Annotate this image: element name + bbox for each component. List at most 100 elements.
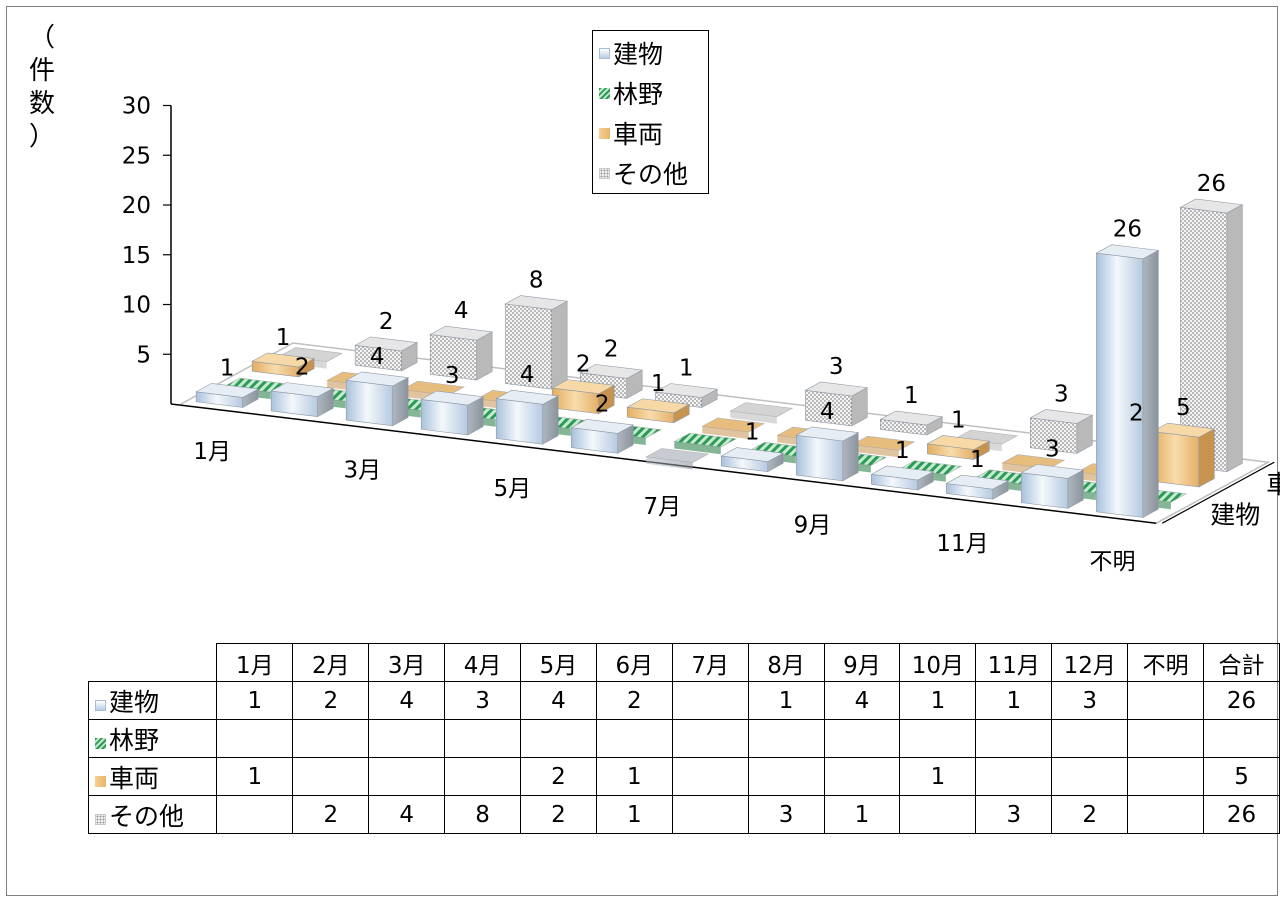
table-cell bbox=[671, 757, 749, 796]
bar-other bbox=[879, 410, 944, 436]
table-row-header: 林野 bbox=[87, 719, 218, 758]
table-cell: 1 bbox=[747, 681, 825, 720]
data-label-building: 4 bbox=[520, 362, 535, 388]
table-cell: 1 bbox=[595, 795, 673, 834]
unit-char: 数 bbox=[28, 89, 55, 119]
x-tick-label: 1月 bbox=[193, 439, 231, 465]
table-cell: 4 bbox=[823, 681, 901, 720]
data-label-building: 26 bbox=[1113, 217, 1142, 243]
legend-label: その他 bbox=[613, 160, 689, 189]
x-tick-label: 9月 bbox=[794, 513, 832, 539]
table-corner bbox=[88, 643, 218, 682]
bar-building bbox=[570, 418, 635, 454]
data-label-building: 1 bbox=[895, 438, 910, 464]
table-header-cell: 10月 bbox=[899, 643, 977, 682]
chart-frame bbox=[6, 6, 1278, 896]
table-cell: 3 bbox=[444, 681, 521, 720]
table-header-cell: 4月 bbox=[444, 643, 521, 682]
table-header-cell: 不明 bbox=[1127, 643, 1205, 682]
vehicle-swatch-icon bbox=[599, 127, 610, 139]
table-cell bbox=[1127, 795, 1205, 834]
table-header-cell: 合計 bbox=[1203, 643, 1280, 682]
bar-vehicle bbox=[251, 352, 316, 378]
legend-label: 林野 bbox=[613, 80, 664, 109]
other-swatch-icon bbox=[95, 813, 106, 825]
y-axis-unit-label: （ 件 数 ） bbox=[26, 22, 58, 154]
table-cell bbox=[975, 719, 1053, 758]
table-header-cell: 3月 bbox=[368, 643, 446, 682]
legend-label: 建物 bbox=[613, 40, 664, 69]
bar-building bbox=[345, 371, 410, 427]
table-cell: 26 bbox=[1203, 795, 1280, 834]
table-cell: 1 bbox=[975, 681, 1053, 720]
legend-item-other: その他 bbox=[593, 153, 708, 193]
x-tick-label: 7月 bbox=[644, 494, 682, 520]
table-cell bbox=[368, 757, 446, 796]
y-tick-label: 5 bbox=[136, 342, 151, 368]
bar-forest bbox=[673, 432, 738, 455]
table-cell: 1 bbox=[216, 681, 294, 720]
table-cell bbox=[823, 719, 901, 758]
bar-vehicle bbox=[551, 379, 616, 415]
vehicle-swatch-icon bbox=[95, 775, 106, 787]
table-cell: 4 bbox=[519, 681, 597, 720]
table-cell: 1 bbox=[823, 795, 901, 834]
table-cell bbox=[1051, 757, 1129, 796]
building-swatch-icon bbox=[599, 47, 610, 59]
row-label: 車両 bbox=[109, 763, 160, 793]
table-cell: 8 bbox=[444, 795, 521, 834]
table-header-cell: 1月 bbox=[216, 643, 294, 682]
table-cell bbox=[975, 757, 1053, 796]
table-row: 林野 bbox=[87, 719, 1280, 758]
table-cell bbox=[747, 719, 825, 758]
table-cell bbox=[444, 757, 521, 796]
bar-other bbox=[429, 325, 494, 381]
bar-building bbox=[945, 474, 1010, 500]
table-header-cell: 8月 bbox=[747, 643, 825, 682]
table-cell bbox=[671, 719, 749, 758]
data-label-other: 3 bbox=[1054, 381, 1069, 407]
row-label: 林野 bbox=[109, 725, 160, 755]
table-cell bbox=[899, 719, 977, 758]
table-cell: 26 bbox=[1203, 681, 1280, 720]
bar-other bbox=[729, 402, 794, 424]
forest-swatch-icon bbox=[599, 87, 610, 99]
table-header-cell: 9月 bbox=[823, 643, 901, 682]
bar-other bbox=[504, 295, 569, 390]
row-label: その他 bbox=[109, 801, 185, 831]
data-label-other: 2 bbox=[379, 309, 394, 335]
bar-building bbox=[270, 382, 335, 418]
table-cell: 4 bbox=[368, 681, 446, 720]
data-label-other: 1 bbox=[679, 356, 694, 382]
table-cell: 2 bbox=[519, 757, 597, 796]
table-cell bbox=[823, 757, 901, 796]
data-label-other: 1 bbox=[904, 383, 919, 409]
y-tick-label: 10 bbox=[122, 293, 151, 319]
bar-vehicle bbox=[851, 435, 916, 458]
forest-swatch-icon bbox=[95, 737, 106, 749]
bar-other bbox=[1029, 409, 1094, 454]
bar-building bbox=[720, 447, 785, 473]
data-label-vehicle: 2 bbox=[576, 352, 591, 378]
bar-other bbox=[804, 381, 869, 427]
table-cell: 2 bbox=[292, 681, 370, 720]
legend-item-forest: 林野 bbox=[593, 73, 708, 113]
bar-building bbox=[420, 390, 485, 436]
bar-building bbox=[645, 448, 710, 470]
data-label-other: 2 bbox=[604, 336, 619, 362]
unit-char: （ bbox=[28, 23, 55, 53]
table-cell bbox=[292, 719, 370, 758]
table-cell bbox=[216, 719, 294, 758]
table-cell bbox=[216, 795, 294, 834]
table-cell bbox=[1127, 757, 1205, 796]
legend-item-vehicle: 車両 bbox=[593, 113, 708, 153]
x-tick-label: 不明 bbox=[1089, 549, 1135, 575]
unit-char: ） bbox=[28, 122, 55, 152]
data-label-building: 3 bbox=[445, 363, 460, 389]
data-label-building: 1 bbox=[745, 420, 760, 446]
bar-vehicle bbox=[626, 398, 691, 424]
depth-axis-line bbox=[1161, 461, 1275, 524]
chart-plot: 510152025301月3月5月7月9月11月不明車両建物 248213132… bbox=[122, 94, 1280, 576]
data-label-other: 3 bbox=[829, 354, 844, 380]
table-cell bbox=[747, 757, 825, 796]
